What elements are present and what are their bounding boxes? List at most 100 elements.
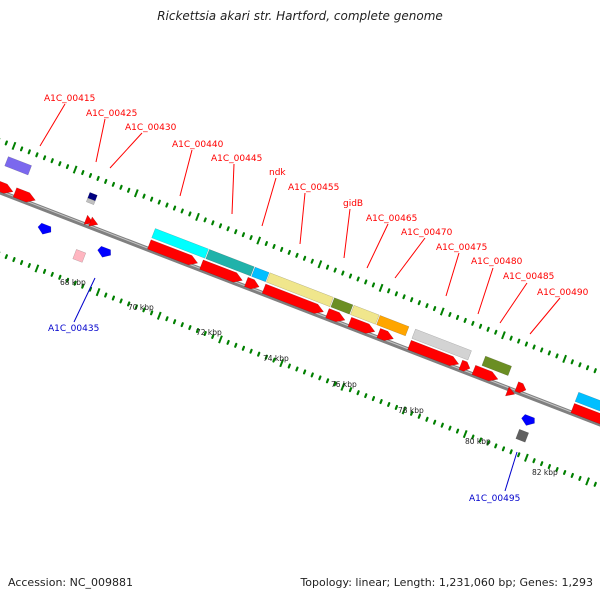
scale-label-78kbp: 78 kbp [398,406,424,415]
tick-mark-top [325,264,330,270]
gene-arrow[interactable] [471,364,499,382]
gene-arrow[interactable] [0,179,14,194]
feature-box[interactable] [350,304,380,325]
feature-box[interactable] [376,315,410,337]
feature-box[interactable] [205,249,255,277]
gene-label-a1c-00480[interactable]: A1C_00480 [471,257,523,267]
tick-mark-top [439,307,445,316]
gene-arrow[interactable] [199,259,243,283]
gene-marker-minus[interactable] [521,414,535,426]
tick-mark-bottom [410,410,414,416]
feature-box[interactable] [151,228,209,259]
label-leader [39,103,66,147]
gene-arrow[interactable] [407,339,460,367]
label-leader [179,149,193,197]
gene-arrow[interactable] [458,359,471,372]
tick-mark-top [348,273,353,279]
gene-marker-minus[interactable] [97,245,111,258]
tick-mark-top [448,311,452,317]
feature-box[interactable] [574,391,600,419]
tick-mark-top [524,341,529,347]
gene-label-a1c-00430[interactable]: A1C_00430 [125,123,177,133]
tick-mark-bottom [593,481,597,487]
scale-label-68kbp: 68 kbp [60,278,86,287]
feature-box[interactable] [251,266,270,283]
tick-mark-bottom [50,271,54,277]
gene-arrow[interactable] [347,316,376,334]
tick-mark-top [149,196,154,202]
tick-mark-bottom [218,335,223,344]
tick-mark-top [356,276,360,282]
label-leader [504,451,518,492]
small-feature[interactable] [85,197,96,206]
gene-label-a1c-00435[interactable]: A1C_00435 [48,324,99,334]
label-leader [445,252,460,297]
tick-mark-top [471,320,475,326]
tick-mark-bottom [394,404,399,410]
gene-arrow[interactable] [376,328,394,341]
tick-mark-bottom [371,396,376,402]
tick-mark-bottom [81,283,85,289]
gene-arrow[interactable] [261,283,325,314]
tick-mark-top [81,170,85,176]
small-feature[interactable] [72,249,87,263]
tick-mark-bottom [142,307,146,313]
gene-label-gidb[interactable]: gidB [343,199,363,209]
gene-label-a1c-00475[interactable]: A1C_00475 [436,243,487,253]
gene-marker-minus[interactable] [37,222,52,235]
gene-arrow[interactable] [147,239,199,266]
feature-box[interactable] [411,328,472,361]
gene-label-a1c-00470[interactable]: A1C_00470 [401,228,453,238]
tick-mark-bottom [509,449,513,455]
gene-arrow[interactable] [505,386,516,397]
gene-arrow[interactable] [325,308,346,323]
feature-box[interactable] [481,355,512,376]
tick-mark-bottom [27,263,31,268]
tick-mark-bottom [425,416,429,422]
gene-label-a1c-00425[interactable]: A1C_00425 [86,109,137,119]
gene-arrow[interactable] [570,403,600,427]
tick-mark-top [50,158,54,164]
feature-track [4,156,600,419]
label-leader [477,267,494,315]
gene-arrow[interactable] [514,381,527,394]
tick-track-bottom [0,251,597,487]
gene-label-a1c-00465[interactable]: A1C_00465 [366,214,417,224]
gene-label-a1c-00445[interactable]: A1C_00445 [211,154,262,164]
tick-mark-bottom [279,358,285,368]
tick-mark-bottom [180,322,184,328]
label-leader [343,208,351,259]
gene-label-ndk[interactable]: ndk [269,168,286,178]
tick-mark-bottom [111,295,116,301]
tick-mark-bottom [585,477,590,486]
gene-label-a1c-00455[interactable]: A1C_00455 [288,183,339,193]
tick-mark-bottom [127,301,131,307]
tick-mark-top [111,181,116,187]
tick-mark-top [364,279,368,285]
gene-label-a1c-00490[interactable]: A1C_00490 [537,288,589,298]
gene-label-a1c-00415[interactable]: A1C_00415 [44,94,95,104]
tick-mark-bottom [58,274,62,280]
tick-mark-bottom [134,304,138,310]
gene-arrow[interactable] [12,187,36,203]
tick-mark-bottom [364,393,368,399]
tick-mark-top [402,294,406,300]
tick-mark-top [310,258,314,264]
tick-mark-bottom [478,437,483,443]
gene-label-a1c-00485[interactable]: A1C_00485 [503,272,554,282]
gene-label-a1c-00495[interactable]: A1C_00495 [469,494,520,504]
gene-label-a1c-00440[interactable]: A1C_00440 [172,140,224,150]
feature-box[interactable] [4,156,32,176]
small-feature[interactable] [515,428,530,443]
tick-mark-bottom [340,382,346,391]
feature-box[interactable] [266,272,334,308]
tick-mark-top [532,344,536,350]
tick-mark-top [4,140,8,146]
feature-box[interactable] [330,297,354,315]
tick-mark-top [72,165,78,174]
tick-mark-top [27,149,31,155]
gene-arrow[interactable] [244,276,260,290]
gene-arrow[interactable] [88,216,99,227]
label-leader [299,192,306,245]
